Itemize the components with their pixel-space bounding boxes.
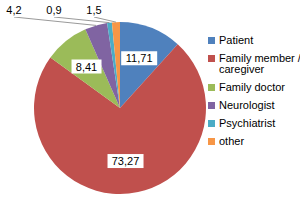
- slices: [34, 22, 206, 194]
- slice: [112, 22, 120, 108]
- legend: Patient Family member /caregiver Family do…: [208, 34, 300, 147]
- data-label-box: [121, 51, 157, 65]
- data-label: 11,71: [126, 52, 153, 64]
- data-label-box: [42, 3, 66, 17]
- legend-line: Family doctor: [219, 81, 285, 93]
- legend-line: caregiver: [219, 63, 265, 75]
- legend-label: Psychiatrist: [219, 117, 275, 129]
- legend-label: Neurologist: [219, 99, 275, 111]
- legend-swatch: [208, 120, 215, 127]
- data-label-box: [72, 60, 102, 74]
- legend-label: Family doctor: [219, 81, 285, 93]
- leader-line: [14, 17, 96, 25]
- leader-line: [94, 17, 116, 22]
- legend-label: other: [219, 135, 244, 147]
- legend-swatch: [208, 55, 215, 62]
- legend-line: Neurologist: [219, 99, 275, 111]
- data-label: 4,2: [6, 4, 21, 16]
- data-label: 8,41: [76, 61, 97, 73]
- legend-line: other: [219, 135, 244, 147]
- legend-swatch: [208, 37, 215, 44]
- data-label: 0,9: [46, 4, 61, 16]
- slice: [34, 44, 206, 194]
- legend-line: Patient: [219, 34, 253, 46]
- slice: [107, 22, 120, 108]
- legend-line: Psychiatrist: [219, 117, 275, 129]
- data-labels: 11,71 73,27 8,41 4,2 0,9 1,5: [2, 3, 157, 168]
- data-label-box: [108, 154, 144, 168]
- data-label: 73,27: [112, 155, 140, 167]
- legend-label: Patient: [219, 34, 253, 46]
- chart: 11,71 73,27 8,41 4,2 0,9 1,5 Patient Family mem…: [0, 0, 300, 200]
- data-label-box: [2, 3, 26, 17]
- legend-swatch: [208, 102, 215, 109]
- data-label-box: [82, 3, 106, 17]
- legend-swatch: [208, 84, 215, 91]
- leader-line: [54, 17, 109, 23]
- legend-swatch: [208, 138, 215, 145]
- legend-label: Family member /caregiver: [219, 52, 300, 75]
- data-label: 1,5: [86, 4, 101, 16]
